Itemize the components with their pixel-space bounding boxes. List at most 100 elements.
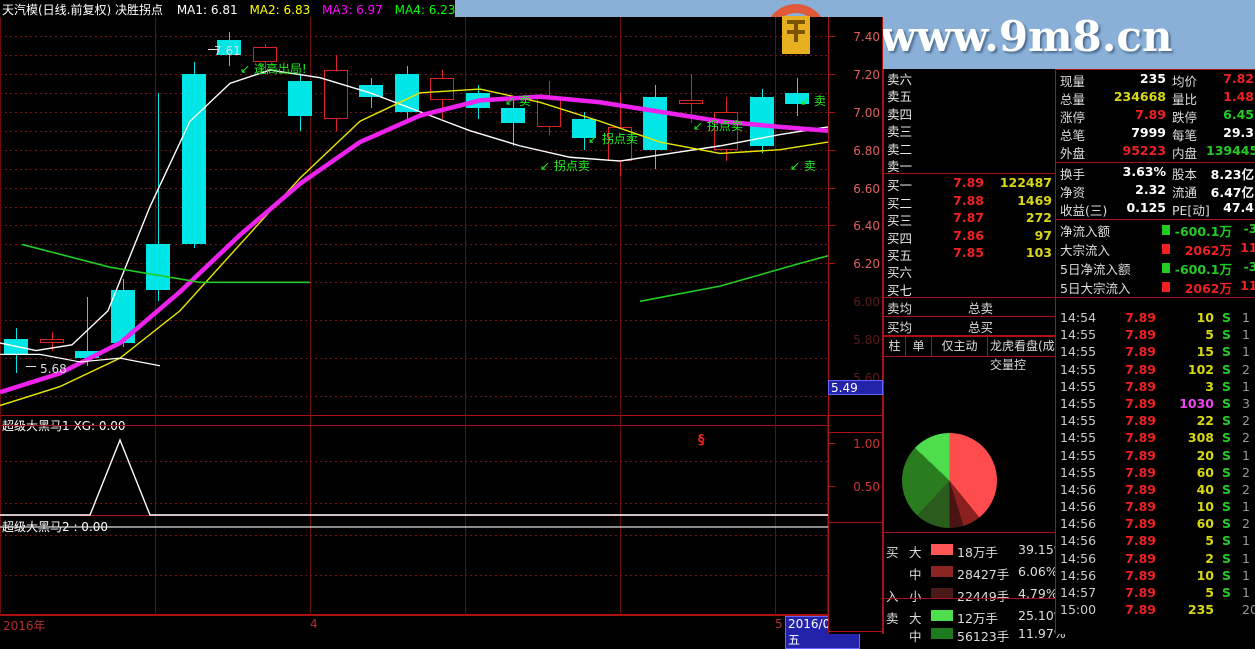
order-book-panel[interactable]: 卖六 卖五 卖四 卖三 卖二 卖一 买一 7.89 122487 买二 7.88 1469 买三 7.87… [883,69,1056,634]
tick-price: 7.89 [1125,585,1156,600]
legend-size-label: 小 [909,589,922,604]
tick-time: 14:56 [1060,481,1097,497]
tick-row[interactable]: 14:56 7.89 10 S 1 [1056,499,1255,516]
time-axis-label: 4 [310,617,318,631]
tick-row[interactable]: 14:55 7.89 20 S 1 [1056,448,1255,465]
tick-time: 14:57 [1060,585,1097,600]
legend-percent: 25.10% [1018,608,1066,623]
tick-count: 1 [1242,378,1250,394]
candlestick-chart[interactable]: 7.61 5.68 ↙ 逢高出局! ↙ 卖 ↙ 拐点卖 ↙ 拐点卖 ↙ 拐点卖 ↙ 卖 ↙ 卖 [0,17,828,415]
tick-row[interactable]: 14:55 7.89 5 S 1 [1056,327,1255,344]
orderbook-bid-row[interactable]: 买六 [884,262,1055,280]
orderbook-bid-row[interactable]: 买五 7.85 103 [884,244,1055,263]
legend-size-label: 中 [909,567,922,582]
tick-row[interactable]: 14:55 7.89 15 S 1 [1056,344,1255,361]
tick-list-panel[interactable]: 14:54 7.89 10 S 1 14:55 7.89 5 S 1 14:55 7.89 15 S 1 14… [1055,310,1255,634]
quote-key-right: PE[动] [1172,203,1210,218]
orderbook-level-name: 买二 [887,195,913,211]
tick-volume: 235 [1187,602,1214,618]
tick-volume: 60 [1196,516,1214,532]
legend-color-swatch [931,544,953,555]
legend-percent: 4.79% [1018,586,1058,601]
orderbook-bid-row[interactable]: 买三 7.87 272 [884,210,1055,228]
quote-value-left: 234668 [1113,89,1166,104]
tick-price: 7.89 [1125,378,1156,394]
quote-divider [1056,162,1255,163]
orderbook-volume: 103 [1025,244,1052,260]
orderbook-bid-row[interactable]: 买二 7.88 1469 [884,192,1055,211]
tick-count: 2 [1242,361,1250,377]
price-axis-tick-dim: 6.00 [853,295,880,310]
indicator-subchart[interactable]: 超级大黑马1 XG: 0.00 超级大黑马2 : 0.00 § [0,415,828,615]
orderbook-bid-row[interactable]: 买四 7.86 97 [884,228,1055,246]
tick-row[interactable]: 14:55 7.89 1030 S 3 [1056,396,1255,413]
time-axis-label: 2016年 [3,619,46,633]
price-axis-tick-mark [829,35,835,37]
tick-row[interactable]: 14:57 7.89 5 S 1 [1056,585,1255,602]
price-tag-low: 5.68 [40,362,67,376]
orderbook-ask-row[interactable]: 卖五 [884,86,1055,104]
tick-row[interactable]: 14:56 7.89 60 S 2 [1056,516,1255,533]
orderbook-ask-row[interactable]: 卖一 [884,156,1055,174]
tick-row[interactable]: 14:56 7.89 10 S 1 [1056,568,1255,585]
candle-body [181,73,206,245]
tick-time: 14:55 [1060,464,1097,480]
orderbook-level-name: 买七 [887,282,913,298]
tick-row[interactable]: 14:56 7.89 40 S 2 [1056,482,1255,499]
tick-row[interactable]: 14:55 7.89 22 S 2 [1056,413,1255,430]
candle-wick [158,92,159,302]
quote-divider [1056,219,1255,220]
tick-price: 7.89 [1125,516,1156,532]
tick-time: 14:55 [1060,344,1097,360]
orderbook-bid-row[interactable]: 买七 [884,280,1055,298]
orderbook-price: 7.89 [953,175,984,191]
quote-value-right: 6.47亿 [1210,185,1254,200]
capital-flow-label: 5日净流入额 [1060,262,1131,277]
tick-price: 7.89 [1125,447,1156,463]
tick-row[interactable]: 14:56 7.89 5 S 1 [1056,533,1255,550]
tick-row[interactable]: 15:00 7.89 235 20 [1056,602,1255,619]
price-axis[interactable]: 7.40 7.20 7.00 6.80 6.60 6.40 6.20 6.00 5.80 5.60… [828,17,883,634]
tick-row[interactable]: 14:55 7.89 60 S 2 [1056,465,1255,482]
price-axis-tick-mark [829,111,835,113]
quote-value-left: 3.63% [1122,164,1166,179]
indicator-frame-line [0,415,828,416]
orderbook-button-1[interactable]: 柱 [884,337,906,357]
gridline-h [0,263,828,265]
tick-side: S [1222,481,1232,497]
capital-flow-label: 大宗流入 [1060,243,1111,258]
quote-value-right: 8.23亿 [1210,167,1254,182]
legend-divider-top [883,532,1055,533]
tick-count: 2 [1242,413,1250,429]
orderbook-ask-row[interactable]: 卖二 [884,139,1055,157]
tick-row[interactable]: 14:55 7.89 3 S 1 [1056,379,1255,396]
tick-price: 7.89 [1125,361,1156,377]
orderbook-button-3[interactable]: 仅主动 [932,337,988,357]
capital-flow-marker-icon [1162,244,1170,254]
watermark-url: www.9m8.cn [880,12,1173,61]
quote-value-right: 29.3 [1223,125,1254,140]
tick-row[interactable]: 14:56 7.89 2 S 1 [1056,551,1255,568]
orderbook-level-name: 买一 [887,178,913,194]
orderbook-button-2[interactable]: 单 [906,337,932,357]
annotation-turn-sell-1: ↙ 拐点卖 [540,159,590,173]
price-axis-border [828,17,829,634]
orderbook-bid-row[interactable]: 买一 7.89 122487 [884,175,1055,194]
legend-side-label: 入 [886,589,899,604]
tick-count: 1 [1242,585,1250,600]
tick-side: S [1222,327,1232,343]
tick-row[interactable]: 14:55 7.89 102 S 2 [1056,362,1255,379]
orderbook-ask-row[interactable]: 卖四 [884,104,1055,122]
tick-volume: 10 [1196,310,1214,325]
orderbook-volume: 1469 [1017,192,1052,208]
tick-volume: 5 [1205,327,1214,343]
orderbook-button-4[interactable]: 龙虎看盘(成交量控 [990,337,1056,373]
orderbook-ask-row[interactable]: 卖六 [884,69,1055,87]
orderbook-ask-row[interactable]: 卖三 [884,121,1055,140]
orderbook-level-name: 卖三 [887,124,913,140]
ma3-readout: MA3: 6.97 [322,3,383,17]
cursor-price-readout[interactable]: 5.49 [828,380,883,395]
tick-row[interactable]: 14:54 7.89 10 S 1 [1056,310,1255,327]
tick-row[interactable]: 14:55 7.89 308 S 2 [1056,430,1255,447]
tick-price: 7.89 [1125,481,1156,497]
